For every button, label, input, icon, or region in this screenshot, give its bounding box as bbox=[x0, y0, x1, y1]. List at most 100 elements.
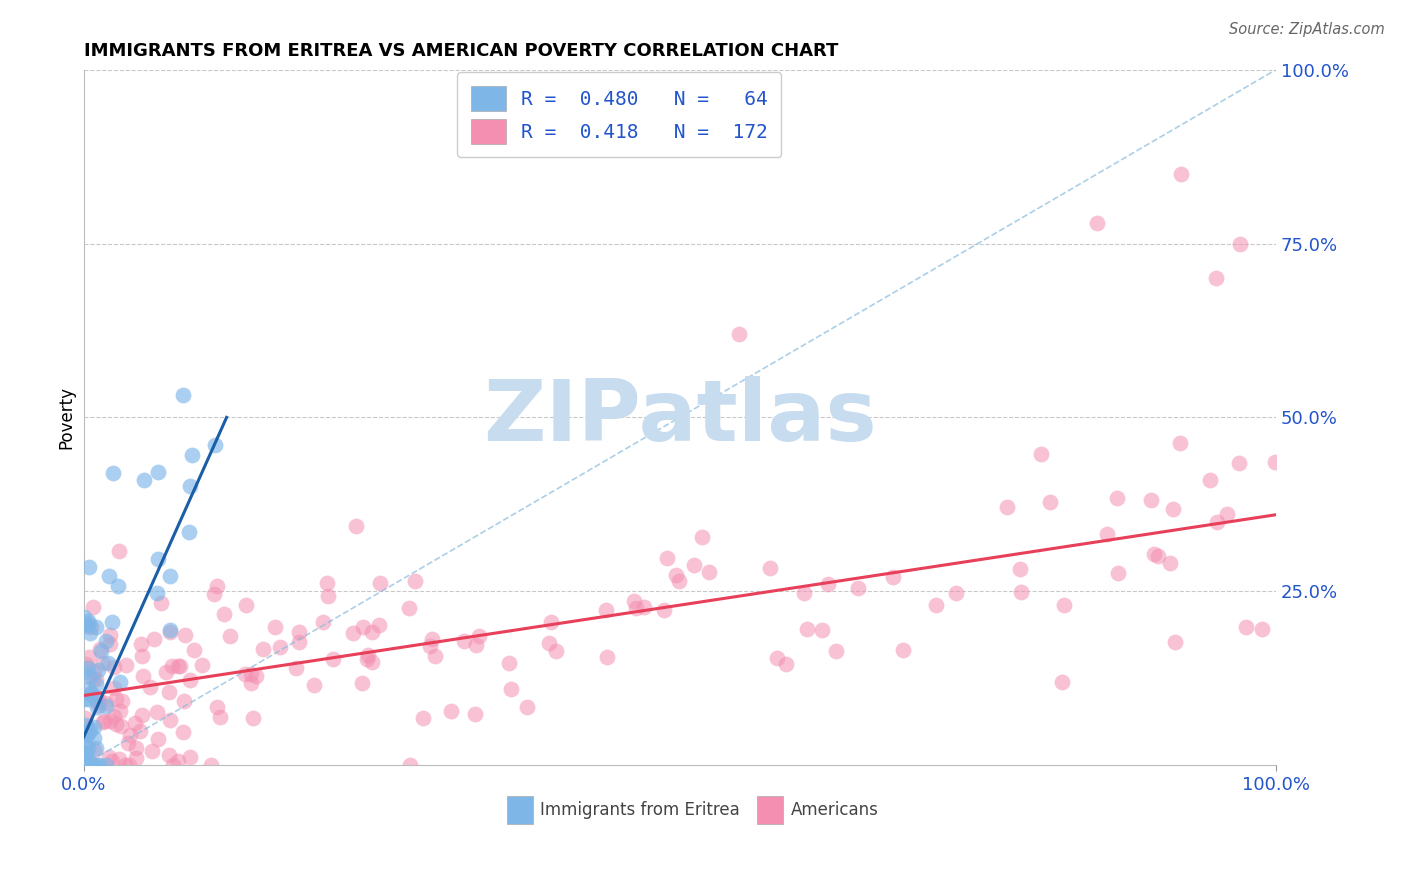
Point bbox=[141, 744, 163, 758]
Point bbox=[368, 575, 391, 590]
Point bbox=[103, 466, 125, 480]
Point bbox=[146, 586, 169, 600]
Point bbox=[468, 629, 491, 643]
Point bbox=[352, 675, 374, 690]
Point bbox=[440, 704, 463, 718]
Point bbox=[191, 658, 214, 673]
Point bbox=[1227, 456, 1250, 470]
Point bbox=[73, 758, 96, 772]
Point bbox=[73, 745, 96, 759]
Point bbox=[82, 673, 104, 687]
Point bbox=[73, 711, 96, 725]
Point bbox=[83, 720, 105, 734]
Point bbox=[1039, 494, 1062, 508]
Point bbox=[252, 642, 274, 657]
Point bbox=[544, 644, 567, 658]
Point bbox=[344, 519, 367, 533]
Point bbox=[89, 642, 111, 657]
Point bbox=[1234, 620, 1257, 634]
Point bbox=[86, 700, 108, 714]
Point bbox=[103, 709, 125, 723]
Point bbox=[595, 603, 617, 617]
Point bbox=[129, 637, 152, 651]
Legend: R =  0.480   N =   64, R =  0.418   N =  172: R = 0.480 N = 64, R = 0.418 N = 172 bbox=[457, 72, 782, 157]
Point bbox=[125, 751, 148, 765]
Point bbox=[352, 620, 374, 634]
Point bbox=[79, 625, 101, 640]
Point bbox=[77, 617, 100, 632]
Point bbox=[633, 600, 655, 615]
Point bbox=[399, 758, 422, 772]
Point bbox=[172, 725, 194, 739]
Point bbox=[825, 644, 848, 658]
Point bbox=[1053, 598, 1076, 612]
Point bbox=[107, 579, 129, 593]
Point bbox=[361, 655, 384, 669]
Point bbox=[288, 635, 311, 649]
Point bbox=[76, 727, 98, 741]
Point bbox=[235, 599, 257, 613]
Point bbox=[101, 754, 124, 768]
Point bbox=[98, 627, 121, 641]
Point bbox=[596, 649, 619, 664]
Point bbox=[728, 326, 751, 341]
Point bbox=[668, 574, 690, 589]
Point bbox=[145, 705, 167, 719]
Point bbox=[75, 617, 97, 632]
Point bbox=[110, 719, 132, 733]
Point bbox=[84, 677, 107, 691]
Point bbox=[1085, 216, 1108, 230]
Point bbox=[682, 558, 704, 572]
Point bbox=[322, 651, 344, 665]
Point bbox=[464, 638, 486, 652]
Point bbox=[150, 596, 173, 610]
Point bbox=[765, 650, 787, 665]
Point bbox=[79, 620, 101, 634]
Point bbox=[453, 634, 475, 648]
Point bbox=[173, 694, 195, 708]
Point bbox=[93, 715, 115, 730]
Point bbox=[665, 568, 688, 582]
Point bbox=[157, 748, 180, 763]
Point bbox=[240, 667, 263, 681]
Point bbox=[96, 698, 118, 713]
Point bbox=[775, 657, 797, 671]
Point bbox=[793, 585, 815, 599]
Point bbox=[882, 570, 904, 584]
Point bbox=[83, 758, 105, 772]
Point bbox=[79, 723, 101, 737]
Point bbox=[288, 624, 311, 639]
Point bbox=[84, 672, 107, 686]
Point bbox=[111, 694, 134, 708]
Text: Source: ZipAtlas.com: Source: ZipAtlas.com bbox=[1229, 22, 1385, 37]
Point bbox=[516, 699, 538, 714]
Point bbox=[1168, 435, 1191, 450]
Point bbox=[179, 478, 201, 492]
FancyBboxPatch shape bbox=[506, 797, 533, 824]
Point bbox=[810, 623, 832, 637]
Point bbox=[76, 682, 98, 697]
Point bbox=[134, 473, 156, 487]
Point bbox=[398, 600, 420, 615]
Point bbox=[425, 649, 447, 664]
Point bbox=[245, 669, 267, 683]
Point bbox=[155, 665, 177, 679]
Point bbox=[86, 741, 108, 756]
Point bbox=[76, 727, 98, 741]
Point bbox=[76, 750, 98, 764]
Point bbox=[157, 684, 180, 698]
Point bbox=[209, 710, 232, 724]
Point bbox=[94, 696, 117, 710]
Point bbox=[200, 758, 222, 772]
Point bbox=[1143, 547, 1166, 561]
Point bbox=[183, 643, 205, 657]
Point bbox=[131, 649, 153, 664]
Point bbox=[84, 620, 107, 634]
Point bbox=[796, 622, 818, 636]
Point bbox=[316, 576, 339, 591]
Point bbox=[77, 740, 100, 755]
Point bbox=[404, 574, 426, 589]
Point bbox=[1206, 515, 1229, 529]
Point bbox=[80, 758, 103, 772]
Point bbox=[75, 717, 97, 731]
